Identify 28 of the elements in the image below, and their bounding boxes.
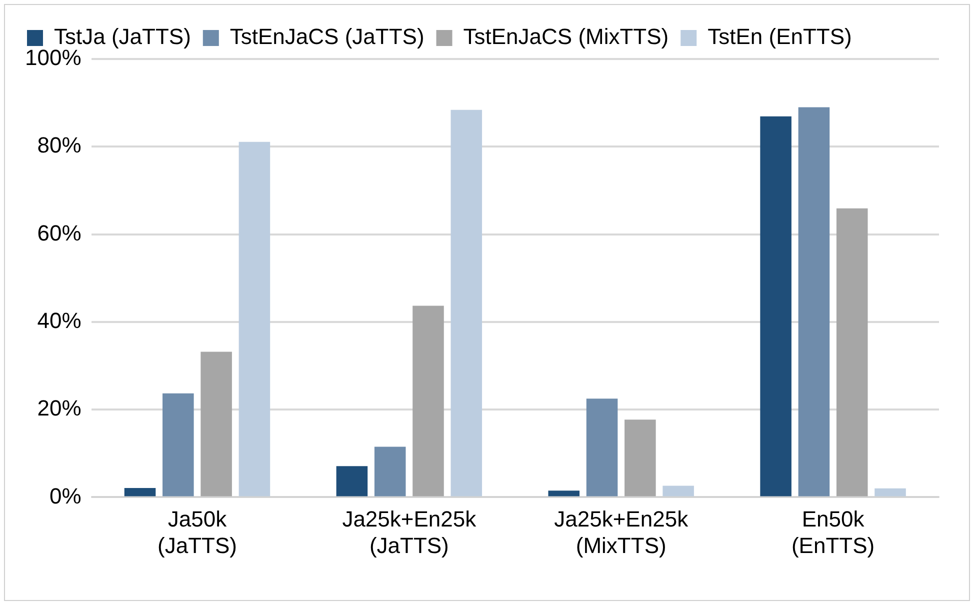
bar — [374, 446, 406, 496]
bar — [124, 488, 156, 496]
y-tick-label: 60% — [37, 220, 82, 246]
bar — [336, 466, 368, 496]
bar — [162, 393, 194, 496]
x-tick-label: En50k (EnTTS) — [791, 506, 875, 558]
bar — [450, 110, 482, 496]
bar — [836, 208, 868, 496]
bar — [548, 490, 580, 496]
x-tick-label: Ja25k+En25k (MixTTS) — [554, 506, 690, 558]
y-tick-label: 20% — [37, 396, 82, 421]
bar — [238, 142, 270, 496]
bar — [760, 116, 792, 496]
x-tick-label: Ja50k (JaTTS) — [158, 506, 237, 558]
bar — [624, 420, 656, 496]
bar — [874, 488, 906, 496]
y-tick-label: 80% — [37, 132, 82, 158]
bar — [586, 398, 618, 496]
bar — [200, 352, 232, 496]
legend-label: TstEn (EnTTS) — [708, 24, 852, 50]
legend-label: TstEnJaCS (JaTTS) — [230, 24, 424, 50]
bar — [798, 107, 830, 496]
y-tick-label: 40% — [37, 308, 82, 333]
bar — [662, 486, 694, 496]
legend-label: TstEnJaCS (MixTTS) — [463, 24, 669, 50]
x-tick-label: Ja25k+En25k (JaTTS) — [342, 506, 478, 558]
bar — [412, 306, 444, 496]
y-tick-label: 0% — [49, 483, 82, 508]
